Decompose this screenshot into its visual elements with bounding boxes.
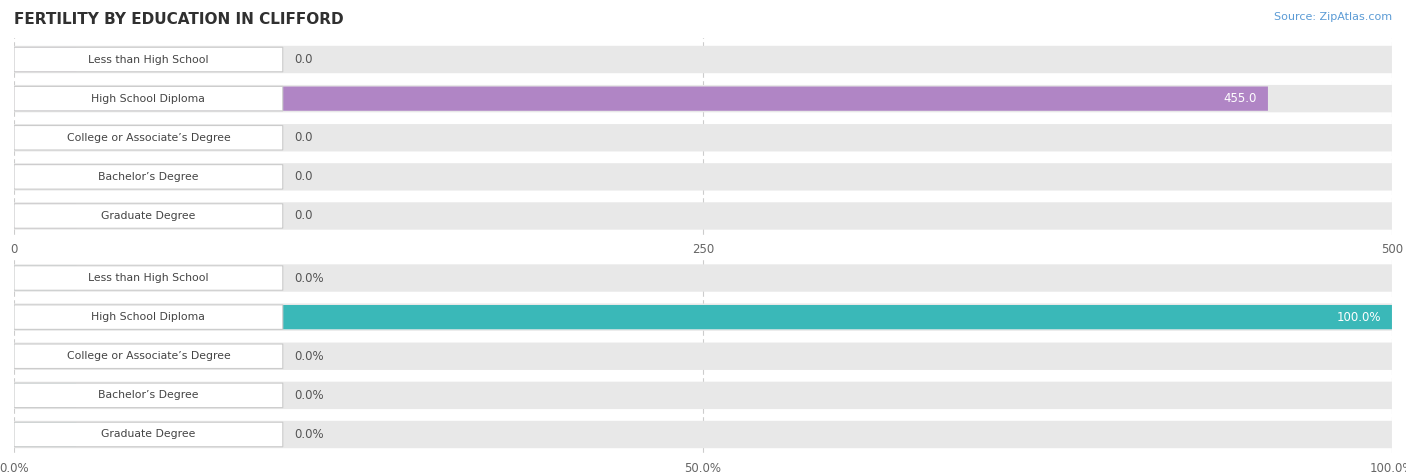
FancyBboxPatch shape (14, 342, 1392, 370)
Text: Graduate Degree: Graduate Degree (101, 429, 195, 439)
FancyBboxPatch shape (14, 163, 1392, 190)
Text: 0.0: 0.0 (294, 171, 312, 183)
Text: 0.0%: 0.0% (294, 350, 323, 363)
Text: High School Diploma: High School Diploma (91, 94, 205, 104)
FancyBboxPatch shape (14, 204, 283, 228)
Text: Less than High School: Less than High School (89, 55, 208, 65)
FancyBboxPatch shape (14, 266, 283, 290)
Text: 0.0: 0.0 (294, 53, 312, 66)
FancyBboxPatch shape (14, 48, 283, 72)
FancyBboxPatch shape (14, 125, 283, 150)
Text: 0.0%: 0.0% (294, 389, 323, 402)
Text: 0.0%: 0.0% (294, 272, 323, 285)
FancyBboxPatch shape (14, 266, 76, 290)
Text: College or Associate’s Degree: College or Associate’s Degree (66, 351, 231, 361)
FancyBboxPatch shape (14, 344, 283, 369)
FancyBboxPatch shape (14, 46, 1392, 73)
Text: Bachelor’s Degree: Bachelor’s Degree (98, 172, 198, 182)
FancyBboxPatch shape (14, 382, 1392, 409)
Text: 0.0: 0.0 (294, 131, 312, 144)
FancyBboxPatch shape (14, 48, 76, 72)
Text: College or Associate’s Degree: College or Associate’s Degree (66, 133, 231, 143)
FancyBboxPatch shape (14, 202, 1392, 230)
FancyBboxPatch shape (14, 125, 76, 150)
FancyBboxPatch shape (14, 165, 283, 189)
FancyBboxPatch shape (14, 305, 283, 329)
FancyBboxPatch shape (14, 421, 1392, 448)
FancyBboxPatch shape (14, 383, 283, 408)
FancyBboxPatch shape (14, 383, 76, 408)
Text: 0.0%: 0.0% (294, 428, 323, 441)
Text: Graduate Degree: Graduate Degree (101, 211, 195, 221)
FancyBboxPatch shape (14, 264, 1392, 292)
Text: Less than High School: Less than High School (89, 273, 208, 283)
Text: FERTILITY BY EDUCATION IN CLIFFORD: FERTILITY BY EDUCATION IN CLIFFORD (14, 12, 343, 27)
FancyBboxPatch shape (14, 124, 1392, 152)
Text: High School Diploma: High School Diploma (91, 312, 205, 322)
FancyBboxPatch shape (14, 204, 76, 228)
FancyBboxPatch shape (14, 305, 1392, 329)
Text: Source: ZipAtlas.com: Source: ZipAtlas.com (1274, 12, 1392, 22)
FancyBboxPatch shape (14, 85, 1392, 112)
Text: Bachelor’s Degree: Bachelor’s Degree (98, 390, 198, 400)
FancyBboxPatch shape (14, 344, 76, 369)
FancyBboxPatch shape (14, 86, 1268, 111)
FancyBboxPatch shape (14, 422, 283, 446)
FancyBboxPatch shape (14, 304, 1392, 331)
Text: 455.0: 455.0 (1223, 92, 1257, 105)
Text: 100.0%: 100.0% (1337, 311, 1381, 323)
FancyBboxPatch shape (14, 86, 283, 111)
FancyBboxPatch shape (14, 165, 76, 189)
Text: 0.0: 0.0 (294, 209, 312, 222)
FancyBboxPatch shape (14, 422, 76, 446)
